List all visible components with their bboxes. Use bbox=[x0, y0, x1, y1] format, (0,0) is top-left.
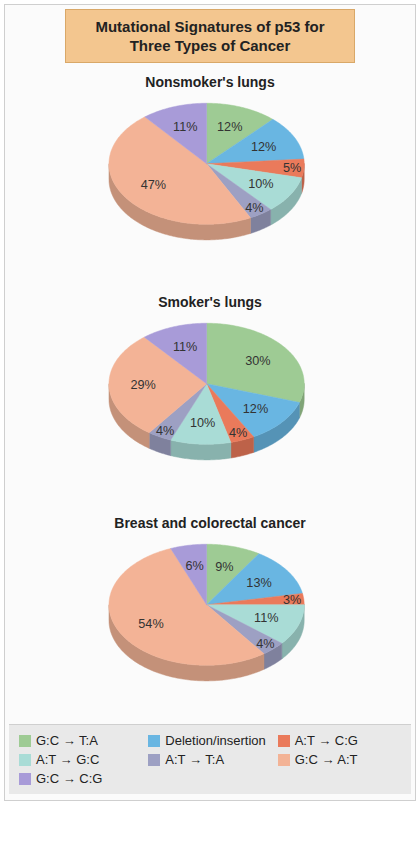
html-text:Mutational Signatures of p53 f: Mutational Signatures of p53 for Three T… bbox=[95, 18, 325, 54]
html-text:A:T → C:G: A:T → C:G bbox=[294, 733, 358, 748]
svg-text:54%: 54% bbox=[138, 616, 163, 630]
svg-text:11%: 11% bbox=[254, 611, 278, 625]
svg-text:3%: 3% bbox=[283, 593, 301, 607]
html-text:A:T → G:C: A:T → G:C bbox=[36, 752, 100, 767]
svg-text:10%: 10% bbox=[190, 416, 215, 430]
svg-text:5%: 5% bbox=[283, 161, 301, 175]
svg-text:12%: 12% bbox=[243, 402, 268, 416]
html-text:G:C → T:A: G:C → T:A bbox=[36, 733, 98, 748]
svg-text:29%: 29% bbox=[130, 378, 155, 392]
svg-text:4%: 4% bbox=[256, 636, 274, 650]
svg-text:30%: 30% bbox=[245, 354, 270, 368]
html-text:Breast and colorectal cancer: Breast and colorectal cancer bbox=[114, 514, 306, 531]
svg-text:12%: 12% bbox=[217, 120, 242, 134]
svg-text:12%: 12% bbox=[251, 140, 276, 154]
svg-text:11%: 11% bbox=[173, 120, 197, 134]
html-text:G:C → A:T: G:C → A:T bbox=[294, 752, 358, 767]
html-text:Nonsmoker's lungs: Nonsmoker's lungs bbox=[145, 74, 275, 90]
html-text:A:T → T:A: A:T → T:A bbox=[165, 752, 225, 767]
svg-text:11%: 11% bbox=[173, 340, 197, 354]
html-text:G:C → C:G: G:C → C:G bbox=[36, 771, 103, 786]
svg-text:13%: 13% bbox=[246, 575, 271, 589]
svg-text:4%: 4% bbox=[229, 427, 247, 441]
html-text:Smoker's lungs: Smoker's lungs bbox=[158, 294, 262, 311]
svg-text:4%: 4% bbox=[245, 201, 263, 215]
svg-text:10%: 10% bbox=[248, 177, 273, 191]
svg-text:6%: 6% bbox=[186, 559, 204, 573]
html-text:Deletion/insertion: Deletion/insertion bbox=[165, 733, 266, 748]
svg-text:4%: 4% bbox=[156, 424, 174, 438]
svg-text:47%: 47% bbox=[141, 178, 166, 192]
svg-text:9%: 9% bbox=[215, 560, 233, 574]
